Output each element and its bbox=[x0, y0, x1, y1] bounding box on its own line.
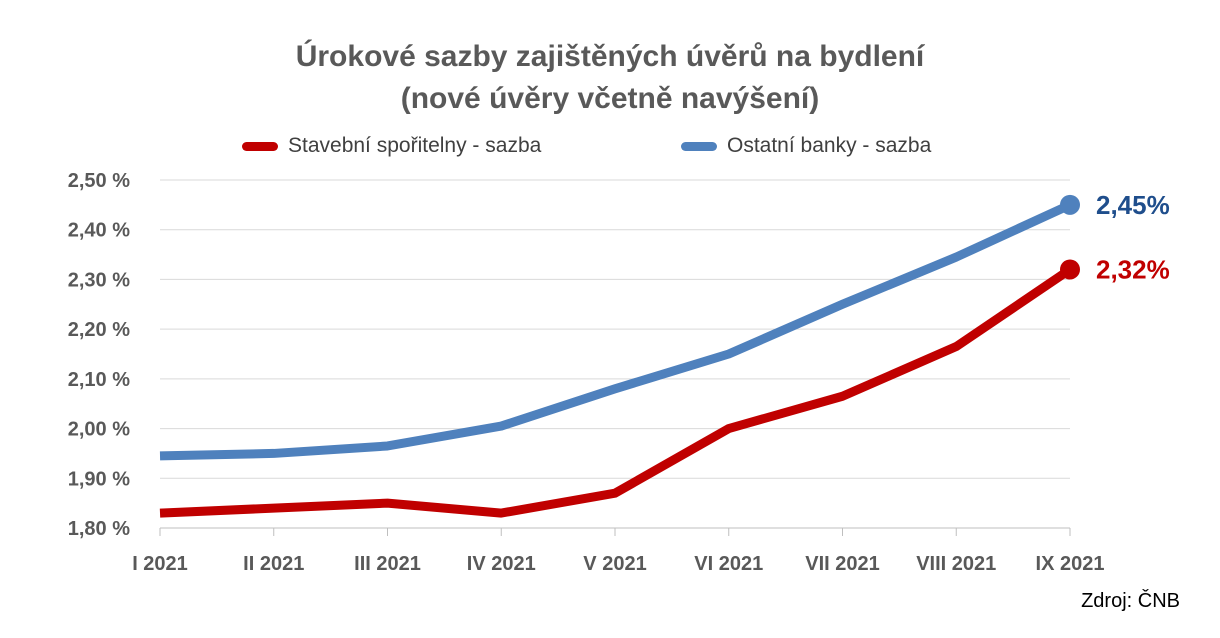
y-tick-label-3: 2,10 % bbox=[68, 369, 130, 391]
x-tick-label-7: VIII 2021 bbox=[916, 553, 996, 575]
y-tick-label-6: 2,40 % bbox=[68, 220, 130, 242]
y-tick-label-7: 2,50 % bbox=[68, 170, 130, 192]
y-tick-label-5: 2,30 % bbox=[68, 269, 130, 291]
end-value-label-ostatni-banky: 2,45% bbox=[1096, 190, 1170, 220]
legend-entry-ostatni-banky: Ostatní banky - sazba bbox=[681, 132, 931, 160]
y-tick-label-0: 1,80 % bbox=[68, 518, 130, 540]
source-note: Zdroj: ČNB bbox=[1081, 590, 1180, 612]
legend-label-ostatni-banky: Ostatní banky - sazba bbox=[727, 134, 932, 157]
x-tick-label-2: III 2021 bbox=[354, 553, 421, 575]
y-tick-label-4: 2,20 % bbox=[68, 319, 130, 341]
chart-subtitle: (nové úvěry včetně navýšení) bbox=[400, 82, 820, 115]
chart-title: Úrokové sazby zajištěných úvěrů na bydle… bbox=[295, 40, 925, 73]
end-value-label-stavebni-sporitelny: 2,32% bbox=[1096, 254, 1170, 284]
data-point-stavebni-sporitelny-8 bbox=[1060, 259, 1080, 280]
y-tick-label-2: 2,00 % bbox=[68, 419, 130, 441]
x-tick-label-3: IV 2021 bbox=[467, 553, 536, 575]
legend-entry-stavebni-sporitelny: Stavební spořitelny - sazba bbox=[242, 132, 541, 160]
legend-swatch-stavebni-sporitelny bbox=[242, 141, 278, 151]
data-point-ostatni-banky-8 bbox=[1060, 194, 1080, 215]
x-tick-label-6: VII 2021 bbox=[805, 553, 880, 575]
x-tick-label-0: I 2021 bbox=[132, 553, 188, 575]
series-line-ostatni-banky bbox=[159, 200, 1072, 461]
series-line-stavebni-sporitelny bbox=[159, 265, 1073, 518]
y-tick-label-1: 1,90 % bbox=[68, 468, 130, 490]
x-tick-label-8: IX 2021 bbox=[1036, 553, 1105, 575]
legend-swatch-ostatni-banky bbox=[681, 141, 717, 151]
legend-label-stavebni-sporitelny: Stavební spořitelny - sazba bbox=[288, 134, 542, 157]
x-tick-label-4: V 2021 bbox=[583, 553, 646, 575]
x-tick-label-1: II 2021 bbox=[243, 553, 304, 575]
x-tick-label-5: VI 2021 bbox=[694, 553, 763, 575]
